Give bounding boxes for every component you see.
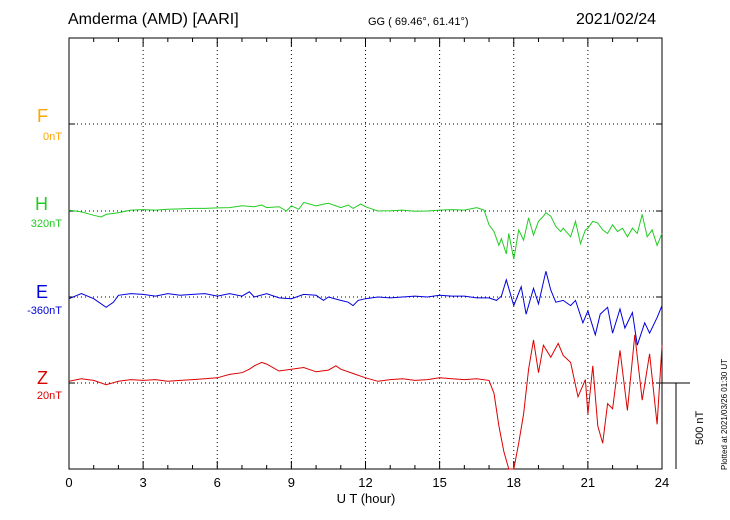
channel-F-letter: F — [37, 106, 48, 126]
x-tick-label: 3 — [140, 475, 147, 490]
grid-lines — [69, 38, 662, 469]
channel-Z-baseline: 20nT — [36, 390, 62, 402]
scale-bar — [662, 382, 690, 469]
x-tick-label: 12 — [358, 475, 372, 490]
x-axis-label: U T (hour) — [337, 491, 396, 506]
coordinates-label: GG ( 69.46°, 61.41°) — [368, 16, 469, 28]
series-E-line — [68, 271, 663, 346]
x-tick-label: 15 — [432, 475, 446, 490]
scale-label: 500 nT — [694, 410, 706, 445]
x-tick-label: 21 — [581, 475, 595, 490]
channel-F-baseline: 0nT — [43, 131, 62, 143]
channel-H-letter: H — [35, 194, 48, 214]
x-tick-label: 18 — [507, 475, 521, 490]
channel-H-baseline: 320nT — [30, 218, 62, 230]
plotted-note: Plotted at 2021/03/26 01:30 UT — [720, 358, 729, 470]
date-label: 2021/02/24 — [576, 11, 657, 28]
station-title: Amderma (AMD) [AARI] — [68, 11, 239, 28]
data-series — [68, 201, 663, 470]
series-Z-line — [68, 334, 663, 470]
channel-E-letter: E — [35, 282, 48, 302]
x-tick-label: 0 — [65, 475, 72, 490]
x-tick-label: 9 — [288, 475, 295, 490]
x-tick-label: 6 — [214, 475, 221, 490]
channel-E-baseline: -360nT — [27, 305, 62, 317]
channel-Z-letter: Z — [37, 368, 48, 388]
x-tick-labels: 0 3 6 9 12 15 18 21 24 — [65, 475, 669, 490]
series-H-line — [68, 201, 663, 260]
x-tick-label: 24 — [655, 475, 669, 490]
